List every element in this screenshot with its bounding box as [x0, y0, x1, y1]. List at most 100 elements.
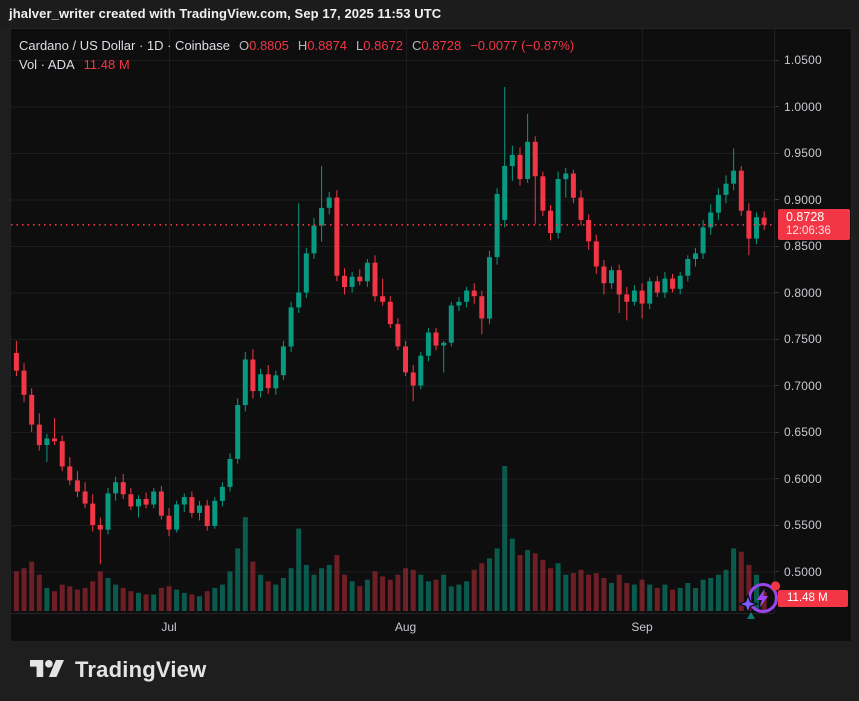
attribution-bar: jhalver_writer created with TradingView.… — [0, 0, 859, 28]
volume-bar — [670, 589, 676, 611]
symbol-title[interactable]: Cardano / US Dollar · 1D · Coinbase — [19, 38, 230, 53]
candle-body — [601, 266, 607, 284]
volume-bar — [342, 574, 347, 611]
volume-bar — [418, 574, 424, 611]
flash-news-icon[interactable] — [727, 574, 783, 626]
price-tick-label: 0.5500 — [784, 518, 822, 532]
change-value: −0.0077 (−0.87%) — [470, 38, 575, 53]
price-axis-tick-mark — [775, 152, 779, 154]
candle-body — [387, 301, 393, 325]
price-tick-label: 0.8000 — [784, 285, 822, 300]
chart-widget: Cardano / US Dollar · 1D · Coinbase O0.8… — [10, 28, 852, 642]
candle-body — [113, 482, 119, 494]
volume-bar — [13, 571, 19, 611]
volume-bar — [151, 594, 157, 611]
volume-bar — [189, 594, 195, 611]
volume-bar — [395, 574, 401, 611]
volume-bar — [700, 579, 706, 611]
candle-body — [731, 170, 737, 184]
candle-body — [273, 375, 279, 389]
candle-body — [677, 275, 683, 289]
volume-bar — [288, 568, 294, 611]
candle-body — [326, 197, 332, 208]
volume-bar — [555, 563, 561, 611]
chart-legend: Cardano / US Dollar · 1D · Coinbase O0.8… — [19, 36, 574, 74]
candle-body — [654, 281, 660, 293]
candle-body — [82, 491, 88, 504]
time-axis[interactable]: Jul Aug Sep — [11, 613, 774, 643]
volume-bar — [548, 568, 553, 611]
candle-body — [425, 332, 431, 356]
candle-body — [586, 220, 592, 242]
candle-body — [548, 210, 553, 233]
footer: TradingView — [0, 641, 859, 701]
price-axis[interactable]: 1.0500 1.0000 0.9500 0.9000 0.8500 0.8000 0.75… — [774, 29, 852, 613]
chart-canvas[interactable] — [11, 29, 774, 613]
volume-bar — [761, 592, 767, 611]
volume-bar — [74, 589, 80, 611]
volume-bar — [326, 564, 332, 611]
candle-body — [502, 166, 508, 220]
candle-body — [364, 262, 370, 282]
close-value-group: C0.8728 — [412, 38, 462, 53]
candle-body — [647, 281, 653, 304]
candle-body — [517, 154, 523, 180]
candle-body — [708, 212, 714, 228]
volume-bar — [456, 584, 462, 611]
candle-body — [441, 342, 447, 346]
volume-bar — [624, 583, 630, 611]
volume-bar — [609, 583, 614, 611]
candle-body — [105, 493, 111, 530]
volume-bar — [334, 555, 340, 611]
volume-bar — [105, 578, 111, 611]
tradingview-logo-mark-icon — [30, 660, 64, 678]
volume-bar — [136, 592, 141, 611]
volume-bar — [578, 569, 584, 611]
volume-bar — [723, 569, 729, 611]
high-value-group: H0.8874 — [297, 38, 348, 53]
bar-countdown: 12:06:36 — [786, 225, 831, 238]
volume-bar — [616, 574, 622, 611]
volume-bar — [525, 550, 531, 611]
candle-body — [456, 301, 462, 306]
candle-body — [212, 500, 218, 526]
volume-bar — [90, 581, 96, 611]
candle-body — [166, 515, 172, 530]
time-tick-label: Sep — [631, 620, 653, 634]
volume-bar — [120, 587, 126, 611]
candle-body — [303, 253, 309, 293]
candle-body — [509, 154, 515, 167]
volume-bar — [357, 586, 363, 611]
price-tick-label: 0.7000 — [784, 378, 822, 393]
price-axis-tick-mark — [775, 431, 779, 433]
volume-bar — [212, 587, 218, 611]
volume-bar — [425, 581, 431, 611]
volume-bar — [296, 528, 302, 611]
volume-bar — [273, 584, 279, 611]
candle-body — [670, 278, 676, 289]
candle-body — [418, 355, 424, 386]
notification-dot — [770, 581, 781, 591]
volume-bar — [685, 583, 691, 611]
candle-body — [189, 497, 195, 513]
volume-bar — [570, 573, 576, 611]
volume-bar — [693, 587, 698, 611]
candle-body — [448, 305, 454, 343]
candle-body — [380, 296, 386, 302]
volume-bar — [731, 548, 737, 611]
tradingview-logo[interactable]: TradingView — [30, 656, 206, 683]
candle-body — [280, 346, 286, 376]
price-axis-tick-mark — [775, 478, 779, 479]
candle-body — [532, 141, 538, 177]
volume-bar — [509, 538, 515, 611]
volume-legend-label[interactable]: Vol · ADA — [19, 57, 75, 72]
volume-bar — [349, 581, 355, 611]
volume-bar — [464, 581, 470, 611]
volume-bar — [311, 574, 317, 611]
volume-bar — [204, 591, 210, 611]
candle-body — [357, 276, 363, 282]
candle-body — [21, 370, 27, 395]
price-axis-tick-mark — [775, 571, 779, 572]
volume-bar — [502, 466, 508, 611]
low-value: 0.8672 — [363, 38, 404, 53]
